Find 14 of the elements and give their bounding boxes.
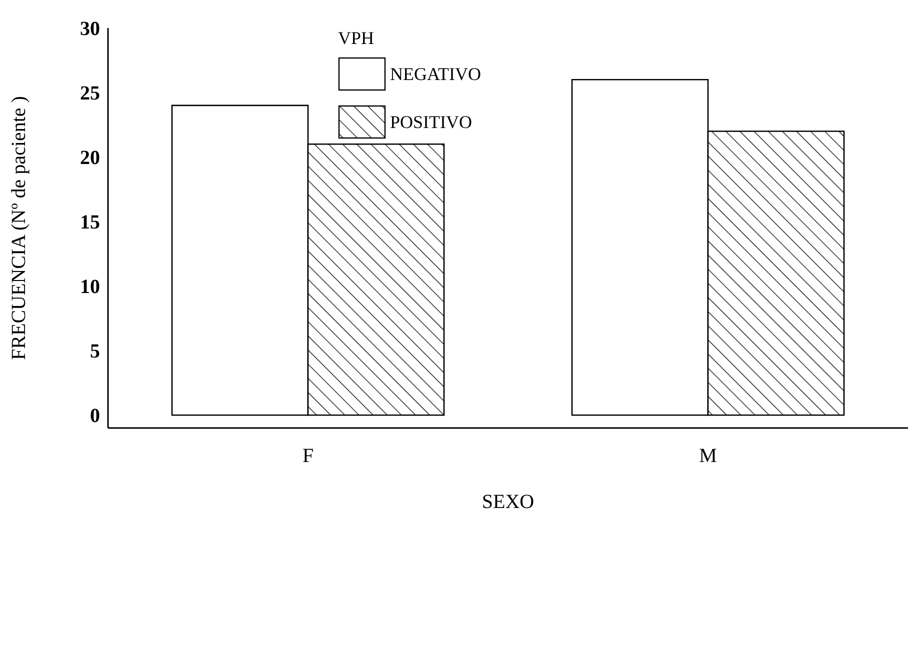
y-tick-label: 25 [80, 82, 100, 105]
y-tick-label: 30 [80, 18, 100, 40]
legend-label: NEGATIVO [390, 64, 481, 84]
y-tick-label: 15 [80, 212, 100, 234]
legend-label: POSITIVO [390, 112, 472, 132]
y-tick-label: 10 [80, 276, 100, 298]
x-tick-label: M [699, 445, 718, 468]
x-axis-title: SEXO [482, 491, 534, 513]
y-tick-label: 5 [90, 340, 100, 363]
legend-title: VPH [338, 28, 376, 49]
y-tick-label: 20 [80, 147, 100, 170]
y-axis-title: FRECUENCIA (Nº de paciente ) [8, 96, 30, 360]
x-tick-label: F [302, 445, 314, 468]
y-tick-label: 0 [90, 405, 100, 428]
